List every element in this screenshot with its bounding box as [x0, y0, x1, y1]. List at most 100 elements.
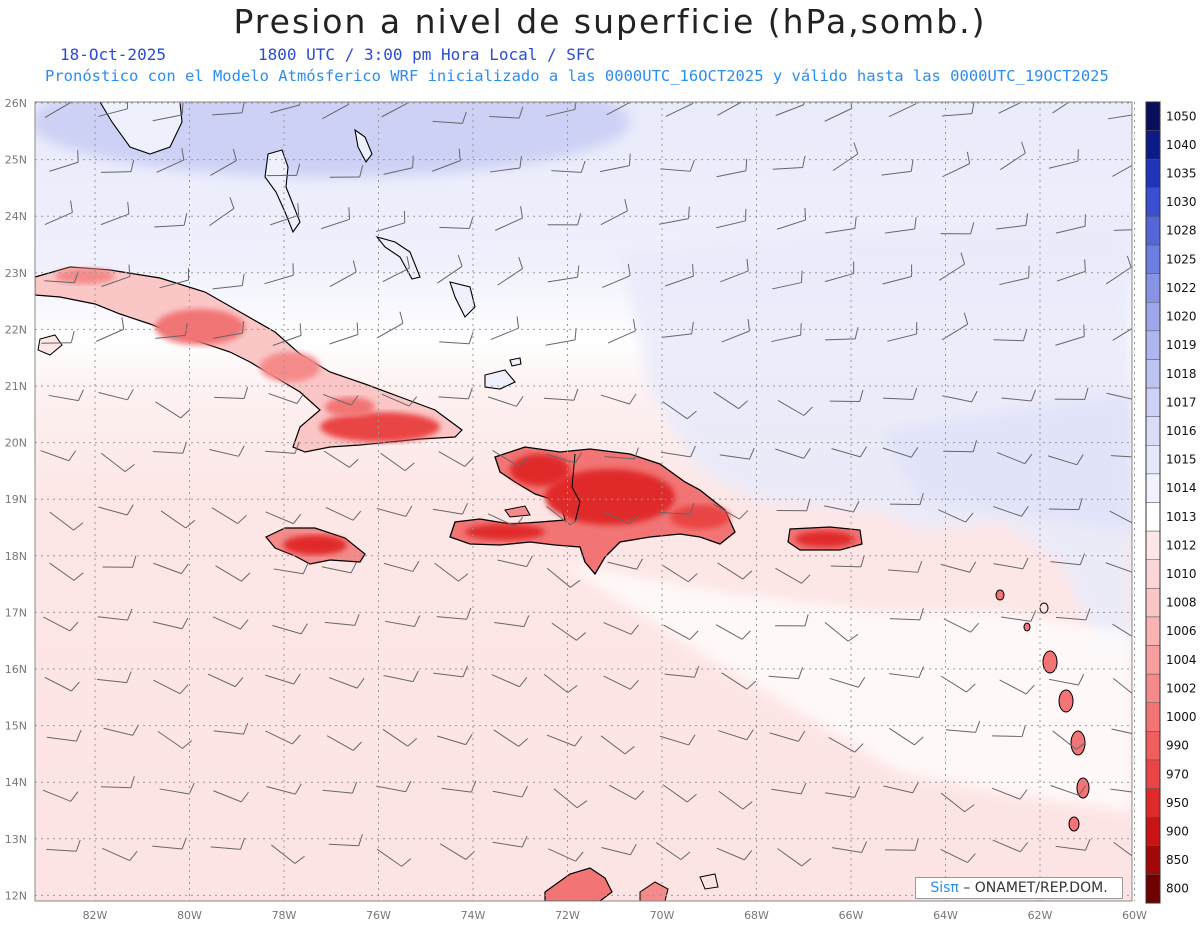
wind-barb — [551, 160, 586, 173]
lon-label: 82W — [83, 909, 108, 922]
wind-barb — [717, 562, 753, 580]
colorbar-label: 990 — [1166, 739, 1189, 753]
wind-barb — [328, 677, 365, 689]
wind-barb — [320, 207, 351, 230]
wind-barb — [889, 608, 924, 621]
wind-barb — [1112, 327, 1132, 341]
wind-barb — [213, 790, 249, 803]
wind-barb — [266, 783, 302, 795]
wind-barb — [721, 672, 757, 690]
wind-barb — [991, 787, 1028, 800]
colorbar-label: 1004 — [1166, 653, 1197, 667]
wind-barb — [943, 440, 978, 453]
wind-barb — [329, 165, 364, 178]
wind-barb — [546, 734, 583, 747]
wind-barb — [718, 729, 754, 741]
wind-barb — [545, 327, 577, 346]
colorbar-swatch — [1145, 530, 1161, 560]
wind-barb — [546, 452, 583, 464]
colorbar-swatch — [1145, 845, 1161, 875]
wind-barb — [718, 790, 753, 810]
wind-barb — [660, 159, 695, 172]
wind-barb — [771, 323, 802, 343]
lat-label: 17N — [5, 606, 27, 619]
wind-barb — [497, 555, 533, 568]
wind-barb — [265, 673, 301, 685]
wind-barb — [663, 624, 699, 640]
wind-barb — [664, 665, 700, 678]
wind-barb — [715, 624, 751, 640]
wind-barb — [941, 102, 975, 117]
colorbar-label: 1012 — [1166, 538, 1197, 552]
colorbar-swatch — [1145, 330, 1161, 360]
colorbar-swatch — [1145, 216, 1161, 246]
wind-barb — [607, 558, 643, 570]
colorbar-swatch — [1145, 473, 1161, 503]
wind-barb — [1050, 785, 1086, 796]
wind-barb — [326, 735, 362, 751]
wind-barb — [602, 263, 631, 288]
wind-barb — [439, 216, 474, 230]
wind-barb — [943, 618, 980, 633]
wind-barb — [889, 492, 924, 506]
colorbar-swatch — [1145, 302, 1161, 332]
wind-barb — [492, 450, 528, 467]
wind-barb — [98, 389, 134, 401]
wind-barb — [664, 264, 694, 287]
wind-barb — [1055, 324, 1085, 346]
colorbar-label: 1025 — [1166, 252, 1197, 266]
lon-label: 76W — [366, 909, 391, 922]
wind-barb — [265, 730, 301, 745]
colorbar-label: 1035 — [1166, 167, 1197, 181]
lat-label: 23N — [5, 267, 27, 280]
colorbar-frame — [1145, 101, 1161, 904]
wind-barb — [215, 565, 251, 582]
wind-barb — [42, 789, 79, 802]
wind-barb — [942, 390, 978, 403]
wind-barb — [321, 561, 357, 574]
wind-barb — [1001, 610, 1037, 622]
colorbar-swatch — [1145, 273, 1161, 303]
jamaica-island — [265, 527, 366, 565]
page-title: Presion a nivel de superficie (hPa,somb.… — [233, 2, 987, 41]
lat-label: 24N — [5, 210, 27, 223]
south-america-coast — [544, 867, 719, 901]
wind-barb — [268, 393, 305, 404]
wind-barb — [376, 505, 413, 517]
wind-barb — [325, 506, 362, 521]
wind-barb — [942, 151, 971, 178]
colorbar-swatch — [1145, 187, 1161, 217]
wind-barb — [883, 782, 919, 794]
wind-barb — [831, 446, 868, 458]
wind-barb — [608, 784, 645, 800]
florida-bahamas — [99, 102, 522, 390]
colorbar-label: 1014 — [1166, 481, 1197, 495]
wind-barb — [322, 781, 358, 794]
wind-barb — [98, 102, 128, 117]
wind-barb — [993, 329, 1028, 342]
wind-barb — [96, 317, 125, 342]
colorbar-swatch — [1145, 158, 1161, 189]
wind-barb — [211, 507, 247, 524]
colorbar-label: 1016 — [1166, 424, 1197, 438]
lat-label: 12N — [5, 889, 27, 902]
wind-barb — [271, 844, 305, 864]
wind-barb — [102, 847, 138, 861]
wind-barb — [324, 613, 360, 626]
longitude-labels: 82W 80W 78W 76W 74W 72W 70W 68W 66W 64W 62W 60W — [83, 909, 1147, 922]
wind-barb — [441, 780, 477, 793]
wind-barb — [210, 148, 237, 176]
lat-label: 13N — [5, 833, 27, 846]
colorbar-swatch — [1145, 673, 1161, 704]
wind-barb — [40, 450, 77, 462]
wind-barb — [600, 198, 628, 226]
colorbar-label: 1010 — [1166, 567, 1197, 581]
wind-barb — [49, 511, 84, 531]
wind-barb — [212, 616, 249, 630]
wind-barb — [98, 504, 134, 516]
wind-barb — [996, 213, 1029, 230]
wind-barb — [941, 312, 969, 341]
colorbar-label: 800 — [1166, 882, 1189, 896]
wind-barb — [383, 155, 414, 175]
wind-barb — [543, 673, 578, 694]
